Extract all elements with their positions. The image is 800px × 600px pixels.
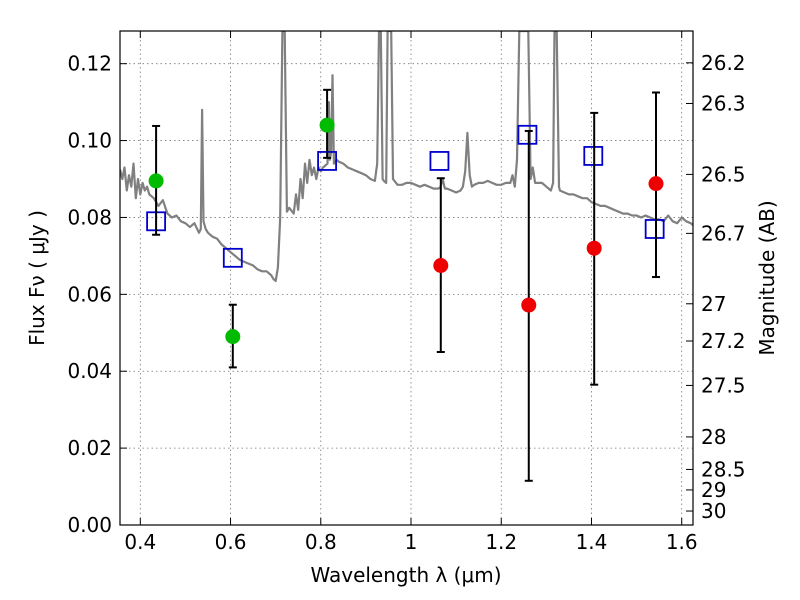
error-bars — [148, 88, 664, 482]
x-tick-label: 1.2 — [485, 530, 517, 554]
x-tick-label: 1.6 — [666, 530, 698, 554]
model-spectrum-line — [120, 31, 693, 282]
mag-tick-label: 26.5 — [701, 162, 746, 186]
mag-tick-label: 26.7 — [701, 221, 746, 245]
y-axis-label: Flux Fν ( μJy ) — [25, 210, 49, 346]
x-tick-label: 1 — [405, 530, 418, 554]
mag-tick-label: 28.5 — [701, 457, 746, 481]
mag-tick-label: 27.2 — [701, 329, 746, 353]
observed-flux-point — [648, 176, 664, 192]
observed-flux-point — [433, 258, 449, 274]
observed-flux-point — [148, 173, 164, 189]
observed-flux-point — [521, 297, 537, 313]
mag-tick-label: 27 — [701, 292, 726, 316]
y-tick-label: 0.00 — [67, 513, 112, 537]
y-tick-label: 0.12 — [67, 52, 112, 76]
axis-ticks: 0.4 0.6 0.8 1 1.2 1.4 1.6 0.00 0.02 0.04 0.06 0.08 0… — [67, 31, 746, 554]
plot-frame — [119, 30, 694, 526]
model-flux-square — [222, 247, 243, 268]
x-tick-label: 0.8 — [305, 530, 337, 554]
model-flux-square — [429, 151, 450, 171]
x-tick-label: 0.6 — [215, 530, 247, 554]
mag-tick-label: 26.2 — [701, 51, 746, 75]
observed-flux-point — [586, 240, 602, 256]
mag-tick-label: 28 — [701, 425, 726, 449]
observed-flux-point — [319, 117, 335, 133]
y-tick-label: 0.06 — [67, 282, 112, 306]
mag-tick-label: 27.5 — [701, 373, 746, 397]
observed-flux-point — [225, 329, 241, 345]
x-tick-label: 0.4 — [124, 530, 156, 554]
y-tick-label: 0.10 — [67, 129, 112, 153]
mag-tick-label: 26.3 — [701, 91, 746, 115]
y-tick-label: 0.04 — [67, 359, 112, 383]
x-tick-label: 1.4 — [576, 530, 608, 554]
mag-tick-label: 30 — [701, 499, 726, 523]
model-flux-square — [644, 219, 665, 239]
x-axis-label: Wavelength λ (μm) — [310, 563, 501, 587]
y-axis-label-right: Magnitude (AB) — [755, 200, 779, 355]
grid-lines — [120, 31, 693, 525]
mag-tick-label: 29 — [701, 478, 726, 502]
model-flux-square — [517, 124, 538, 145]
y-tick-label: 0.02 — [67, 436, 112, 460]
y-tick-label: 0.08 — [67, 205, 112, 229]
